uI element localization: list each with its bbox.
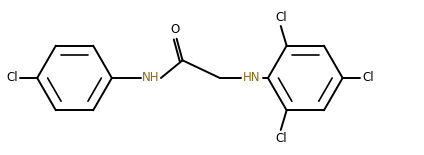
Text: Cl: Cl (275, 11, 287, 24)
Text: HN: HN (243, 71, 260, 84)
Text: O: O (170, 23, 179, 36)
Text: Cl: Cl (6, 71, 17, 84)
Text: NH: NH (142, 71, 160, 84)
Text: Cl: Cl (362, 71, 374, 84)
Text: Cl: Cl (275, 132, 287, 145)
